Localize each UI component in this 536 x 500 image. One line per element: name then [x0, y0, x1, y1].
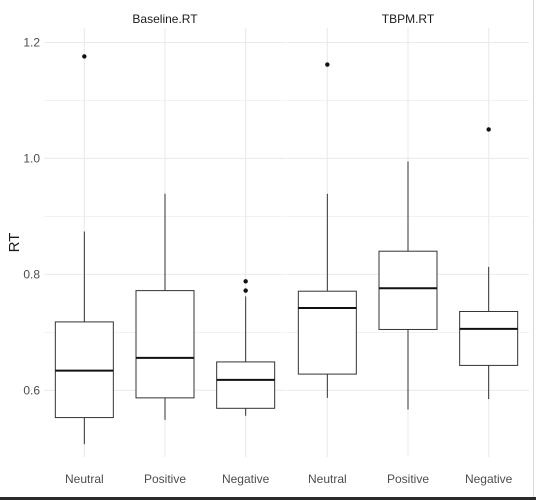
x-tick-label: Negative — [465, 472, 513, 486]
outlier-point — [243, 288, 248, 293]
box-neutral — [54, 54, 114, 445]
outlier-point — [243, 279, 248, 284]
x-tick-label: Negative — [222, 472, 270, 486]
panel-title: Baseline.RT — [132, 12, 198, 26]
box-negative — [459, 127, 519, 400]
x-tick-label: Positive — [144, 472, 186, 486]
box-iqr — [297, 290, 357, 375]
panel-2: TBPM.RT Neutral Positive Negative — [287, 12, 529, 486]
y-axis-title: RT — [6, 233, 23, 253]
panel-title: TBPM.RT — [382, 12, 435, 26]
box-iqr — [216, 361, 276, 409]
x-tick-label: Positive — [387, 472, 429, 486]
outlier-point — [82, 54, 87, 59]
box-positive — [135, 193, 195, 420]
outlier-point — [486, 127, 491, 132]
frame-edge — [533, 0, 534, 497]
y-tick-label: 1.2 — [23, 35, 40, 49]
y-tick-label: 0.6 — [23, 383, 40, 397]
box-positive — [378, 161, 438, 410]
y-tick-label: 1.0 — [23, 151, 40, 165]
x-tick-label: Neutral — [308, 472, 347, 486]
box-iqr — [135, 290, 195, 399]
x-tick-label: Neutral — [65, 472, 104, 486]
panel-1: Baseline.RT Neutral Positive Negative — [44, 12, 286, 486]
y-tick-label: 0.8 — [23, 267, 40, 281]
box-neutral — [297, 62, 357, 398]
box-negative — [216, 279, 276, 416]
box-iqr — [378, 250, 438, 330]
box-iqr — [459, 310, 519, 366]
frame-bottom-border — [0, 497, 536, 500]
outlier-point — [325, 62, 330, 67]
